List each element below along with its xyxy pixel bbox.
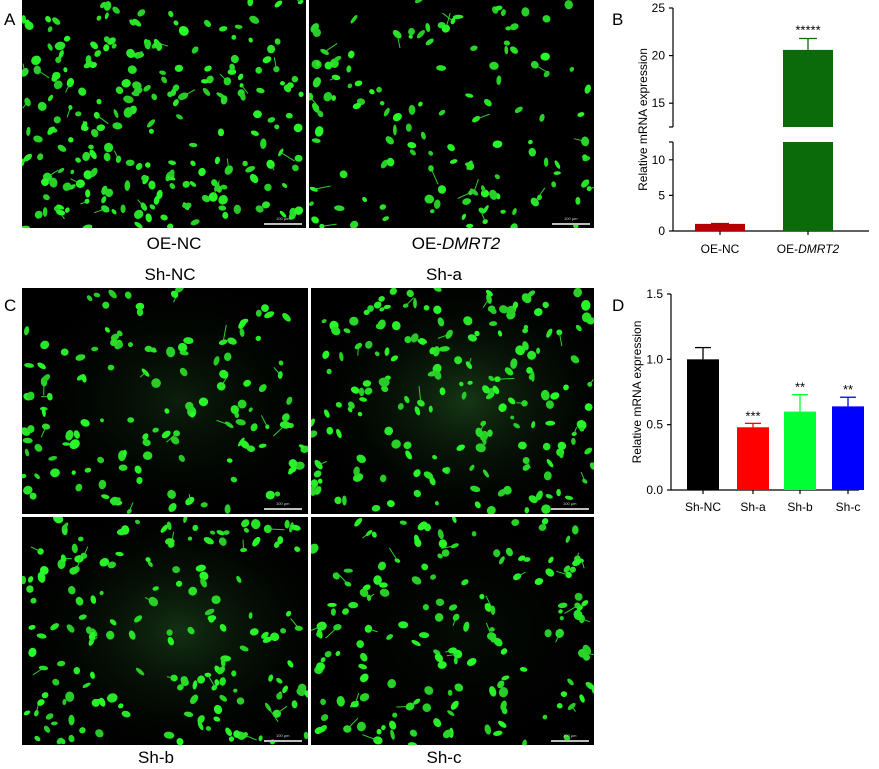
x-tick-label: OE-DMRT2 bbox=[777, 242, 840, 256]
y-tick-label: 1.5 bbox=[646, 288, 663, 301]
cell-cluster bbox=[22, 0, 304, 228]
significance-label: ** bbox=[795, 380, 805, 395]
y-tick-label: 10 bbox=[652, 153, 666, 167]
significance-label: ** bbox=[843, 382, 853, 397]
micrograph-sh-nc-cells bbox=[22, 288, 308, 514]
micrograph-oe-dmrt2-cells bbox=[309, 0, 594, 228]
micrograph-sh-b: 100 μm bbox=[22, 517, 308, 745]
scale-label: 100 μm bbox=[276, 501, 290, 506]
scale-label: 100 μm bbox=[563, 733, 577, 738]
caption-sh-b: Sh-b bbox=[138, 748, 174, 767]
cell-cluster bbox=[311, 517, 594, 745]
y-tick-label: 25 bbox=[652, 1, 666, 15]
bar-oe-dmrt2-lower bbox=[783, 142, 833, 231]
bar-oe-dmrt2-upper bbox=[783, 49, 833, 127]
micrograph-sh-b-cells bbox=[22, 517, 308, 745]
chart-d: 0.0 0.5 1.0 1.5 Relative mRNA expression Sh-N… bbox=[630, 288, 864, 514]
panel-letter-c: C bbox=[4, 296, 17, 315]
bar-sh-nc bbox=[687, 359, 719, 490]
bar-sh-c bbox=[832, 406, 864, 490]
y-tick-label: 20 bbox=[652, 49, 666, 63]
micrograph-oe-dmrt2: 100 μm bbox=[309, 0, 594, 228]
y-axis-title: Relative mRNA expression bbox=[630, 321, 644, 464]
chart-b: 0 5 10 15 20 25 Relative mRNA expression OE-NC *… bbox=[636, 1, 869, 256]
micrograph-oe-nc: 100 μm bbox=[22, 0, 306, 228]
micrograph-sh-a: 100 μm bbox=[311, 288, 594, 514]
micrograph-sh-c-cells bbox=[311, 517, 594, 745]
y-tick-label: 0 bbox=[658, 224, 665, 238]
panel-letter-b: B bbox=[612, 10, 624, 29]
y-tick-label: 15 bbox=[652, 96, 666, 110]
bar-oe-nc bbox=[695, 223, 745, 231]
x-tick-label: Sh-c bbox=[836, 500, 861, 514]
caption-oe-nc: OE-NC bbox=[146, 234, 202, 253]
scale-label: 100 μm bbox=[276, 216, 290, 221]
panel-letter-d: D bbox=[612, 296, 625, 315]
bar-sh-a bbox=[737, 427, 769, 490]
y-tick-label: 1.0 bbox=[646, 352, 663, 366]
micrograph-sh-a-cells bbox=[311, 288, 594, 514]
caption-oe-dmrt2-gene: DMRT2 bbox=[441, 234, 501, 253]
cell-cluster bbox=[22, 288, 308, 514]
bar-sh-b bbox=[784, 411, 816, 490]
y-tick-label: 0.5 bbox=[646, 418, 663, 432]
y-axis-title: Relative mRNA expression bbox=[636, 48, 650, 191]
panel-letter-a: A bbox=[4, 10, 16, 29]
micrograph-oe-nc-cells bbox=[22, 0, 306, 228]
significance-label: ***** bbox=[795, 22, 820, 37]
cell-cluster bbox=[309, 0, 594, 228]
micrograph-sh-nc: 100 μm bbox=[22, 288, 308, 514]
caption-sh-a: Sh-a bbox=[426, 265, 462, 284]
scale-label: 100 μm bbox=[563, 501, 577, 506]
x-tick-label: Sh-NC bbox=[685, 500, 721, 514]
caption-oe-dmrt2-prefix: OE- bbox=[411, 234, 442, 253]
x-tick-label: Sh-a bbox=[740, 500, 766, 514]
y-tick-label: 0.0 bbox=[646, 483, 663, 497]
caption-sh-nc: Sh-NC bbox=[144, 265, 196, 284]
significance-label: *** bbox=[745, 408, 760, 423]
scale-label: 100 μm bbox=[276, 733, 290, 738]
cell-cluster bbox=[22, 517, 308, 745]
cell-cluster bbox=[311, 288, 594, 514]
micrograph-sh-c: 100 μm bbox=[311, 517, 594, 745]
x-tick-label: Sh-b bbox=[787, 500, 813, 514]
scale-label: 100 μm bbox=[564, 216, 578, 221]
x-tick-label: OE-NC bbox=[701, 242, 740, 256]
caption-oe-dmrt2: OE-DMRT2 bbox=[356, 234, 556, 254]
caption-sh-c: Sh-c bbox=[426, 748, 462, 767]
y-tick-label: 5 bbox=[658, 188, 665, 202]
